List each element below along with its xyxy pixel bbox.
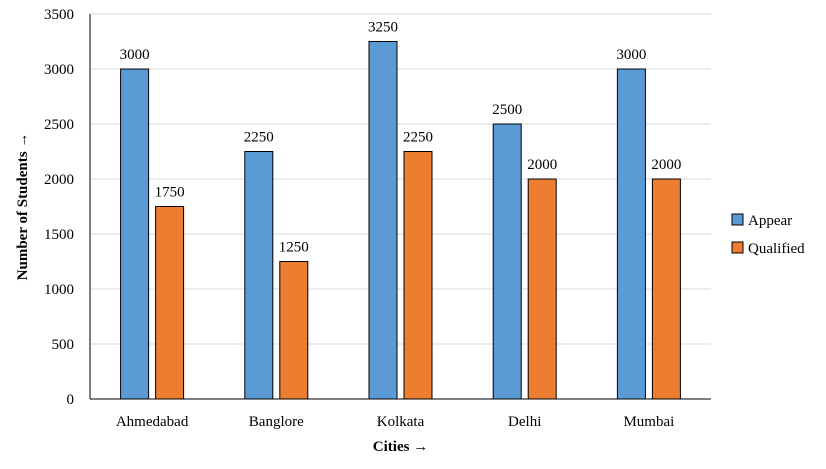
x-axis-title: Cities → <box>373 439 428 455</box>
gridlines <box>90 13 711 345</box>
y-tick-label: 1000 <box>44 282 74 298</box>
bar-appear-banglore <box>244 151 274 400</box>
bar-qualified-delhi <box>527 178 557 400</box>
data-label: 3000 <box>616 47 646 63</box>
data-label: 2000 <box>651 157 681 173</box>
data-label: 2250 <box>244 130 274 146</box>
bars <box>120 41 681 400</box>
x-tick-label: Banglore <box>249 414 304 430</box>
y-tick-label: 3500 <box>44 7 74 23</box>
x-tick-label: Kolkata <box>377 414 425 430</box>
y-axis-ticks: 0 500 1000 1500 2000 2500 3000 3500 <box>44 7 74 408</box>
data-label: 2000 <box>527 157 557 173</box>
legend-swatch <box>731 213 744 226</box>
y-tick-label: 1500 <box>44 227 74 243</box>
data-labels: 3000 1750 2250 1250 3250 2250 2500 2000 3000 2000 <box>120 20 682 256</box>
bar-appear-kolkata <box>368 41 398 400</box>
legend-item: Appear <box>731 213 792 229</box>
bar-appear-mumbai <box>616 68 646 400</box>
data-label: 3000 <box>120 47 150 63</box>
bar-qualified-ahmedabad <box>155 206 185 400</box>
y-tick-label: 3000 <box>44 62 74 78</box>
data-label: 1250 <box>279 240 309 256</box>
x-tick-label: Ahmedabad <box>116 414 189 430</box>
legend-label: Appear <box>748 213 792 229</box>
bar-appear-delhi <box>492 123 522 400</box>
y-tick-label: 2500 <box>44 117 74 133</box>
bar-qualified-banglore <box>279 261 309 400</box>
y-tick-label: 0 <box>67 392 75 408</box>
y-tick-label: 500 <box>52 337 75 353</box>
bar-appear-ahmedabad <box>120 68 150 400</box>
data-label: 2500 <box>492 102 522 118</box>
y-axis-title: Number of Students → <box>15 133 31 281</box>
data-label: 1750 <box>155 185 185 201</box>
data-label: 3250 <box>368 20 398 36</box>
x-tick-label: Delhi <box>508 414 541 430</box>
y-tick-label: 2000 <box>44 172 74 188</box>
x-tick-label: Mumbai <box>623 414 674 430</box>
data-label: 2250 <box>403 130 433 146</box>
legend: Appear Qualified <box>731 213 805 257</box>
x-axis-ticks: Ahmedabad Banglore Kolkata Delhi Mumbai <box>116 414 674 430</box>
legend-label: Qualified <box>748 241 805 257</box>
legend-item: Qualified <box>731 241 805 257</box>
bar-qualified-kolkata <box>403 151 433 400</box>
legend-swatch <box>731 241 744 254</box>
bar-qualified-mumbai <box>651 178 681 400</box>
